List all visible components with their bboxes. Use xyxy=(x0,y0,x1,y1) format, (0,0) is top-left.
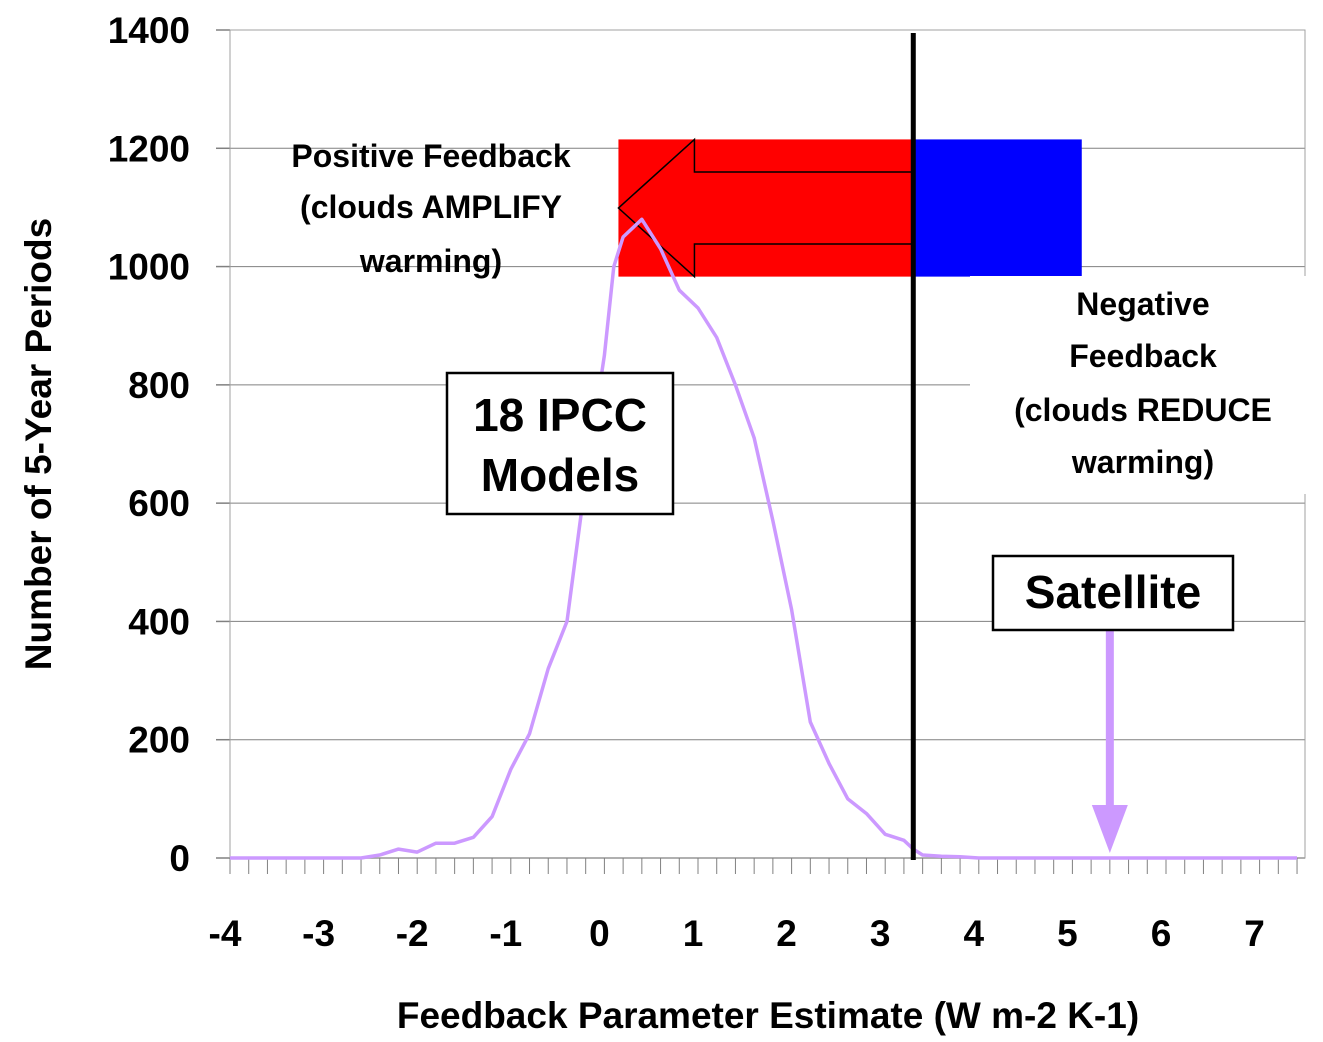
positive-feedback-bar xyxy=(618,139,914,277)
satellite-annotation-box xyxy=(991,554,1235,632)
negative-feedback-bar xyxy=(913,139,1082,277)
satellite-arrow-head xyxy=(1091,805,1128,853)
y-tick-label: 400 xyxy=(128,601,190,642)
models-annotation: 18 IPCC Models xyxy=(445,371,675,516)
models-annotation-line-2: Models xyxy=(481,449,639,501)
x-tick-label: -4 xyxy=(209,913,242,954)
y-axis-title: Number of 5-Year Periods xyxy=(18,218,59,670)
y-tick-label: 600 xyxy=(128,483,190,524)
x-tick-label: 5 xyxy=(1057,913,1078,954)
negative-label-line-3: (clouds REDUCE xyxy=(1014,392,1272,428)
negative-feedback-label: Negative Feedback (clouds REDUCE warming… xyxy=(1014,286,1272,480)
negative-feedback-label-box xyxy=(970,276,1315,494)
y-tick-labels: 0 200 400 600 800 1000 1200 1400 xyxy=(108,10,190,879)
models-annotation-line-1: 18 IPCC xyxy=(473,389,647,441)
x-tick-label: 7 xyxy=(1244,913,1265,954)
x-tick-label: 1 xyxy=(683,913,704,954)
y-tick-label: 1400 xyxy=(108,10,190,51)
y-tick-label: 1200 xyxy=(108,128,190,169)
x-tick-label: 6 xyxy=(1151,913,1172,954)
left-arrow-outline xyxy=(617,137,914,279)
positive-feedback-label: Positive Feedback (clouds AMPLIFY warmin… xyxy=(291,138,570,279)
x-tick-label: -1 xyxy=(489,913,522,954)
negative-label-line-1: Negative xyxy=(1076,286,1209,322)
positive-label-line-2: (clouds AMPLIFY xyxy=(300,189,562,225)
y-tick-label: 200 xyxy=(128,720,190,761)
models-annotation-box xyxy=(445,371,675,516)
series-line-ipcc-models xyxy=(230,217,1297,860)
negative-label-line-2: Feedback xyxy=(1069,338,1217,374)
x-tick-label: 4 xyxy=(964,913,985,954)
positive-label-line-3: warming) xyxy=(359,243,502,279)
x-tick-label: -3 xyxy=(302,913,335,954)
positive-label-line-1: Positive Feedback xyxy=(291,138,570,174)
x-tick-label: 0 xyxy=(589,913,610,954)
x-minor-ticks xyxy=(229,858,1298,874)
x-tick-label: 2 xyxy=(776,913,797,954)
y-tick-label: 1000 xyxy=(108,247,190,288)
y-tick-label: 800 xyxy=(128,365,190,406)
x-tick-label: 3 xyxy=(870,913,891,954)
x-axis-title: Feedback Parameter Estimate (W m-2 K-1) xyxy=(397,995,1139,1036)
negative-label-line-4: warming) xyxy=(1071,444,1214,480)
satellite-annotation-label: Satellite xyxy=(1025,566,1201,618)
y-tick-label: 0 xyxy=(169,838,190,879)
x-tick-labels: -4 -3 -2 -1 0 1 2 3 4 5 6 7 xyxy=(209,913,1265,954)
x-tick-label: -2 xyxy=(396,913,429,954)
satellite-annotation: Satellite xyxy=(991,554,1235,853)
